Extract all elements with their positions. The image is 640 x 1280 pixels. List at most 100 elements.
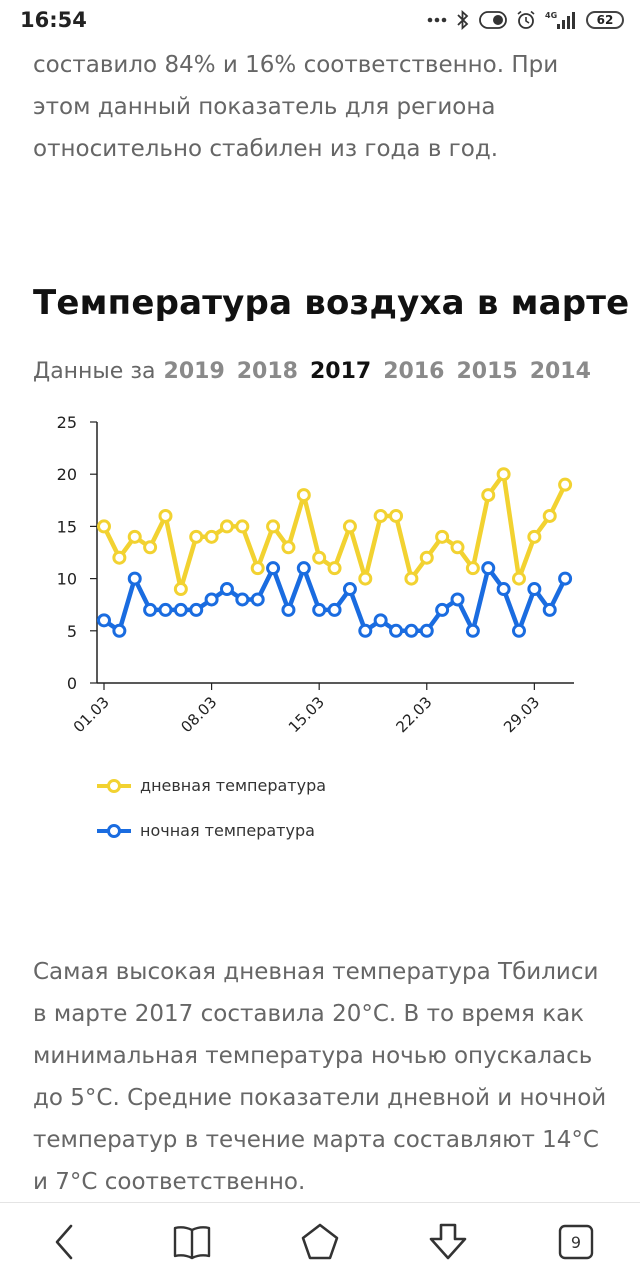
legend-day-label: дневная температура (140, 776, 327, 795)
more-dots-icon (427, 17, 447, 23)
legend-day: дневная температура (96, 776, 326, 795)
day-temperature-point (281, 540, 296, 555)
night-temperature-point (235, 592, 250, 607)
year-link-2018[interactable]: 2018 (236, 359, 298, 384)
battery-icon: 62 (586, 11, 624, 29)
day-temperature-point (235, 519, 250, 534)
day-temperature-point (496, 467, 511, 482)
home-icon (301, 1223, 339, 1260)
day-temperature-point (312, 550, 327, 565)
day-temperature-point (542, 508, 557, 523)
night-temperature-point (450, 592, 465, 607)
night-temperature-point (404, 623, 419, 638)
legend-day-marker (97, 778, 131, 793)
night-temperature-point (127, 571, 142, 586)
year-link-2015[interactable]: 2015 (456, 359, 518, 384)
x-tick-label: 15.03 (285, 693, 328, 736)
day-temperature-point (250, 561, 265, 576)
day-temperature-point (435, 529, 450, 544)
tabs-button[interactable]: 9 (536, 1203, 616, 1280)
home-button[interactable] (280, 1203, 360, 1280)
years-label: Данные за (33, 359, 156, 384)
status-time: 16:54 (20, 8, 87, 32)
day-temperature-point (558, 477, 573, 492)
day-temperature-point (189, 529, 204, 544)
legend-night-label: ночная температура (140, 821, 315, 840)
day-temperature-point (158, 508, 173, 523)
night-temperature-point (143, 602, 158, 617)
bottom-navigation-bar: 9 (0, 1202, 640, 1280)
day-temperature-point (266, 519, 281, 534)
temperature-chart: 0 5 10 15 20 25 01.03 08.03 15.03 22.03 29.03 (57, 413, 574, 736)
year-link-2019[interactable]: 2019 (163, 359, 225, 384)
article-paragraph-top: составило 84% и 16% соответственно. При … (33, 52, 559, 162)
x-tick-label: 22.03 (392, 693, 435, 736)
x-tick-label: 01.03 (70, 693, 113, 736)
day-temperature-point (419, 550, 434, 565)
night-temperature-point (511, 623, 526, 638)
night-temperature-point (373, 613, 388, 628)
bookmarks-icon (173, 1226, 211, 1260)
night-temperature-point (465, 623, 480, 638)
day-temperature-point (481, 488, 496, 503)
night-temperature-point (250, 592, 265, 607)
day-temperature-point (404, 571, 419, 586)
signal-icon: 4G (545, 10, 577, 30)
day-temperature-point (219, 519, 234, 534)
alarm-icon (516, 10, 536, 30)
y-tick-label: 15 (57, 517, 77, 536)
night-temperature-line (102, 565, 568, 634)
day-temperature-point (527, 529, 542, 544)
day-temperature-point (143, 540, 158, 555)
night-temperature-point (189, 602, 204, 617)
night-temperature-point (327, 602, 342, 617)
night-temperature-point (281, 602, 296, 617)
night-temperature-point (97, 613, 111, 628)
night-temperature-point (312, 602, 327, 617)
day-temperature-point (296, 488, 311, 503)
day-temperature-point (342, 519, 357, 534)
y-tick-label: 10 (57, 570, 77, 589)
download-button[interactable] (408, 1203, 488, 1280)
toggle-icon (479, 11, 507, 29)
y-tick-label: 0 (67, 674, 77, 693)
night-temperature-point (542, 602, 557, 617)
year-selector: Данные за 2019 2018 2017 2016 2015 2014 (33, 359, 603, 384)
y-tick-label: 20 (57, 465, 77, 484)
night-temperature-point (389, 623, 404, 638)
day-temperature-point (173, 582, 188, 597)
night-temperature-point (266, 561, 281, 576)
article-paragraph-bottom: Самая высокая дневная температура Тбилис… (33, 959, 607, 1195)
legend-night-marker (97, 823, 131, 838)
y-tick-label: 25 (57, 413, 77, 432)
day-temperature-point (358, 571, 373, 586)
day-temperature-point (465, 561, 480, 576)
back-icon (55, 1224, 73, 1260)
bluetooth-icon (456, 10, 470, 30)
night-temperature-point (342, 582, 357, 597)
night-temperature-point (112, 623, 127, 638)
year-link-2016[interactable]: 2016 (383, 359, 445, 384)
year-link-2014[interactable]: 2014 (529, 359, 591, 384)
day-temperature-point (511, 571, 526, 586)
section-title: Температура воздуха в марте (33, 283, 630, 323)
status-bar: 16:54 4G 62 (0, 0, 640, 40)
day-temperature-point (389, 508, 404, 523)
day-temperature-point (204, 529, 219, 544)
back-button[interactable] (24, 1203, 104, 1280)
network-type-label: 4G (545, 11, 557, 20)
night-temperature-point (173, 602, 188, 617)
night-temperature-point (527, 582, 542, 597)
year-link-2017-active[interactable]: 2017 (309, 359, 372, 384)
night-temperature-point (435, 602, 450, 617)
tabs-icon: 9 (558, 1224, 594, 1260)
legend-night: ночная температура (96, 821, 315, 840)
day-temperature-point (373, 508, 388, 523)
day-temperature-point (327, 561, 342, 576)
night-temperature-point (481, 561, 496, 576)
bookmarks-button[interactable] (152, 1203, 232, 1280)
tabs-count: 9 (570, 1232, 582, 1252)
night-temperature-point (158, 602, 173, 617)
download-icon (429, 1223, 467, 1260)
night-temperature-point (358, 623, 373, 638)
